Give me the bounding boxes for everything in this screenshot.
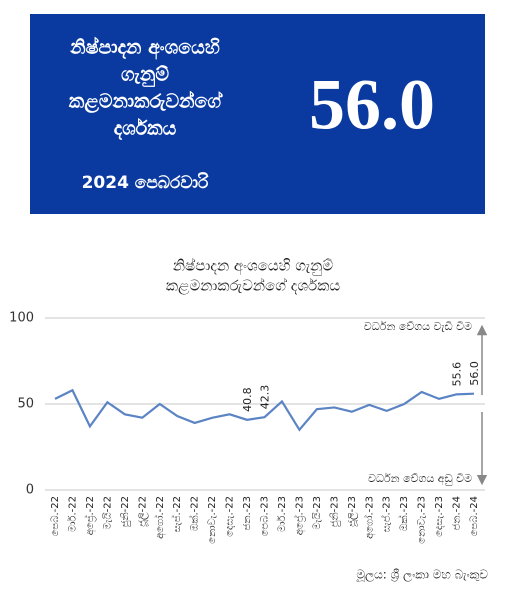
header-title: කළමනාකරුවන්ගේ [69, 90, 224, 113]
x-tick-label: ඔක්.-23 [397, 496, 410, 531]
x-tick-label: නොවැ.-22 [207, 496, 218, 544]
x-tick-label: මාර්.-23 [276, 496, 288, 532]
data-label: 56.0 [468, 361, 481, 386]
x-tick-label: ජුනි-23 [329, 496, 340, 527]
annotation-up: වර්ධන වේගය වැඩි වීම [364, 320, 472, 333]
x-tick-label: නොවැ.-23 [417, 496, 428, 544]
x-tick-label: පෙබ.-22 [50, 496, 61, 536]
x-tick-label: ජන.-23 [242, 496, 253, 530]
y-tick-label: 100 [9, 311, 34, 326]
x-tick-label: ජූලි-22 [137, 496, 148, 527]
data-line [54, 388, 475, 432]
data-label: 42.3 [259, 385, 272, 410]
header-title: ගැනුම් [121, 64, 169, 88]
x-tick-label: අප්‍රේ.-22 [83, 496, 96, 535]
y-tick-label: 50 [17, 397, 34, 412]
x-tick-label: මැයි-22 [102, 496, 113, 530]
data-label: 40.8 [241, 387, 254, 412]
x-tick-label: අගෝ.-22 [153, 496, 166, 539]
x-tick-label: දෙසැ.-23 [434, 496, 445, 537]
x-tick-label: පෙබ.-24 [469, 496, 480, 536]
x-tick-label: ජුනි-22 [120, 496, 131, 527]
header-title: නිෂ්පාදන අංශයෙහි [69, 36, 220, 60]
x-tick-label: ඔක්.-22 [188, 496, 201, 531]
x-tick-label: ජූලි-23 [347, 496, 358, 527]
header-value: 56.0 [309, 65, 435, 145]
annotation-down: වර්ධන වේගය අඩු වීම [368, 472, 472, 486]
x-tick-label: ජන.-24 [452, 496, 463, 530]
data-label: 55.6 [451, 362, 464, 387]
x-tick-label: දෙසැ.-22 [225, 496, 236, 537]
x-tick-label: පෙබ.-23 [260, 496, 271, 536]
x-tick-label: සැප්.-22 [170, 496, 183, 532]
x-tick-label: අගෝ.-23 [362, 496, 375, 539]
y-tick-label: 0 [26, 483, 34, 498]
x-tick-label: මැයි-23 [312, 496, 323, 530]
chart-title: නිෂ්පාදන අංශයෙහි ගැනුම් [173, 256, 333, 275]
header-title: දර්ශකය [114, 118, 177, 141]
x-tick-label: මාර්.-22 [66, 496, 78, 532]
header-date: 2024 පෙබරවාරි [82, 172, 210, 193]
chart-title: කළමනාකරුවන්ගේ දර්ශකය [166, 276, 341, 294]
source: මූලය: ශ්‍රී ලංකා මහ බැංකුව [356, 568, 488, 583]
x-tick-label: සැප්.-23 [380, 496, 393, 532]
x-tick-label: අප්‍රේ.-23 [292, 496, 305, 535]
header-box [30, 14, 485, 214]
